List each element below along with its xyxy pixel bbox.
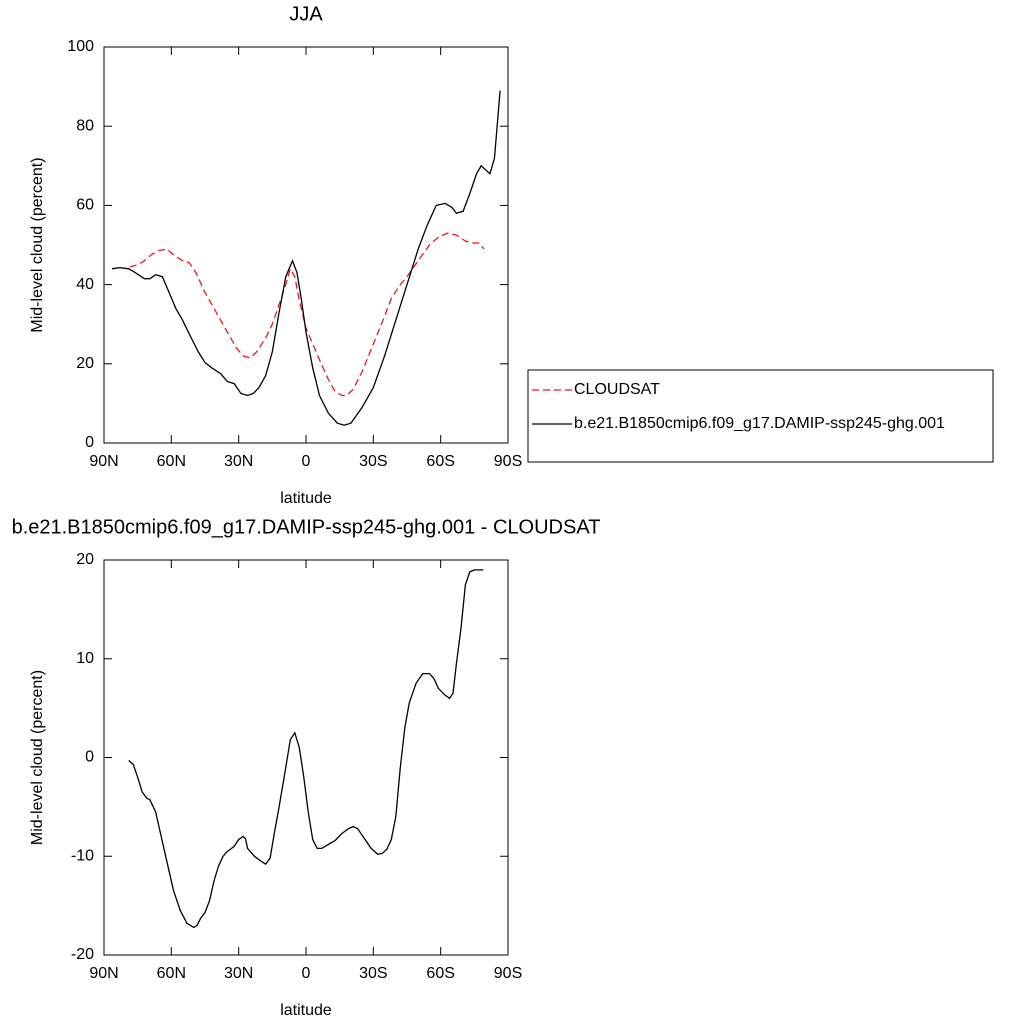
plot-frame bbox=[103, 559, 509, 956]
y-tick-label: 100 bbox=[67, 38, 94, 55]
data-line bbox=[111, 90, 501, 426]
x-tick-label: 60S bbox=[426, 965, 454, 982]
data-line bbox=[129, 232, 485, 397]
y-axis-label: Mid-level cloud (percent) bbox=[29, 157, 46, 332]
y-tick-label: 60 bbox=[76, 197, 94, 214]
y-tick-label: 20 bbox=[76, 355, 94, 372]
y-axis-label: Mid-level cloud (percent) bbox=[29, 670, 46, 845]
x-axis-label: latitude bbox=[280, 490, 332, 507]
x-tick-label: 90N bbox=[89, 965, 118, 982]
y-tick-label: 40 bbox=[76, 276, 94, 293]
legend-label: b.e21.B1850cmip6.f09_g17.DAMIP-ssp245-gh… bbox=[574, 415, 945, 432]
x-tick-label: 30S bbox=[359, 453, 387, 470]
y-tick-label: 0 bbox=[85, 434, 94, 451]
x-tick-label: 60N bbox=[157, 965, 186, 982]
x-tick-label: 60S bbox=[426, 453, 454, 470]
y-tick-label: 10 bbox=[76, 650, 94, 667]
x-tick-label: 90S bbox=[494, 453, 522, 470]
x-tick-label: 30S bbox=[359, 965, 387, 982]
x-tick-label: 30N bbox=[224, 453, 253, 470]
legend-label: CLOUDSAT bbox=[574, 381, 660, 398]
x-tick-label: 90S bbox=[494, 965, 522, 982]
chart-title: JJA bbox=[289, 3, 323, 25]
legend-box bbox=[527, 369, 994, 463]
x-tick-label: 30N bbox=[224, 965, 253, 982]
y-tick-label: -20 bbox=[71, 946, 94, 963]
chart-title: b.e21.B1850cmip6.f09_g17.DAMIP-ssp245-gh… bbox=[12, 516, 601, 538]
data-line bbox=[128, 569, 484, 929]
x-tick-label: 90N bbox=[89, 453, 118, 470]
y-tick-label: 20 bbox=[76, 551, 94, 568]
plot-frame bbox=[103, 46, 509, 444]
x-axis-label: latitude bbox=[280, 1002, 332, 1019]
y-tick-label: -10 bbox=[71, 847, 94, 864]
y-tick-label: 0 bbox=[85, 749, 94, 766]
y-tick-label: 80 bbox=[76, 117, 94, 134]
x-tick-label: 0 bbox=[302, 965, 311, 982]
x-tick-label: 60N bbox=[157, 453, 186, 470]
x-tick-label: 0 bbox=[302, 453, 311, 470]
